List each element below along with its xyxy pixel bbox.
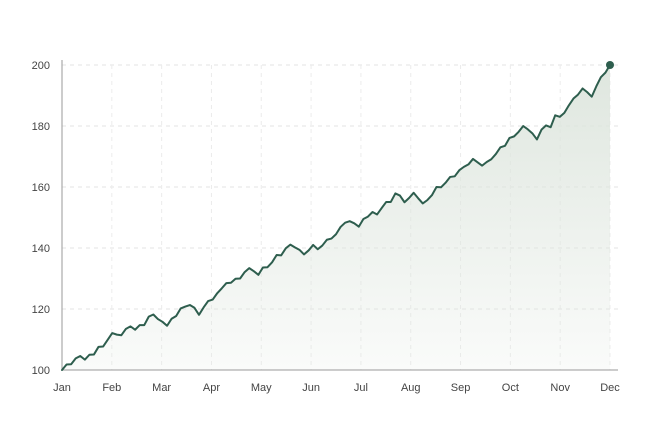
y-tick-label: 180	[32, 121, 50, 133]
x-tick-label: Nov	[550, 382, 570, 394]
area-fill-layer	[62, 65, 610, 370]
y-tick-label: 140	[32, 243, 50, 255]
y-tick-label: 160	[32, 182, 50, 194]
axes	[61, 60, 618, 371]
x-tick-label: May	[251, 382, 272, 394]
x-tick-label: Oct	[502, 382, 519, 394]
series-line-layer	[61, 61, 614, 371]
x-tick-label: Sep	[451, 382, 471, 394]
x-tick-label: Apr	[203, 382, 220, 394]
x-tick-label: Jul	[354, 382, 368, 394]
x-tick-label: Feb	[102, 382, 121, 394]
series-line	[61, 64, 611, 371]
y-tick-label: 200	[32, 60, 50, 72]
x-tick-label: Dec	[600, 382, 620, 394]
y-tick-label: 100	[32, 365, 50, 377]
x-tick-label: Jun	[302, 382, 320, 394]
y-tick-label: 120	[32, 304, 50, 316]
end-point-marker	[606, 61, 614, 69]
x-tick-label: Mar	[152, 382, 171, 394]
tick-labels: 100 120 140 160 180 200 Jan Feb Mar Apr May Jun Jul A…	[32, 60, 621, 394]
x-tick-label: Jan	[53, 382, 71, 394]
area-fill	[62, 65, 610, 370]
x-tick-label: Aug	[401, 382, 421, 394]
